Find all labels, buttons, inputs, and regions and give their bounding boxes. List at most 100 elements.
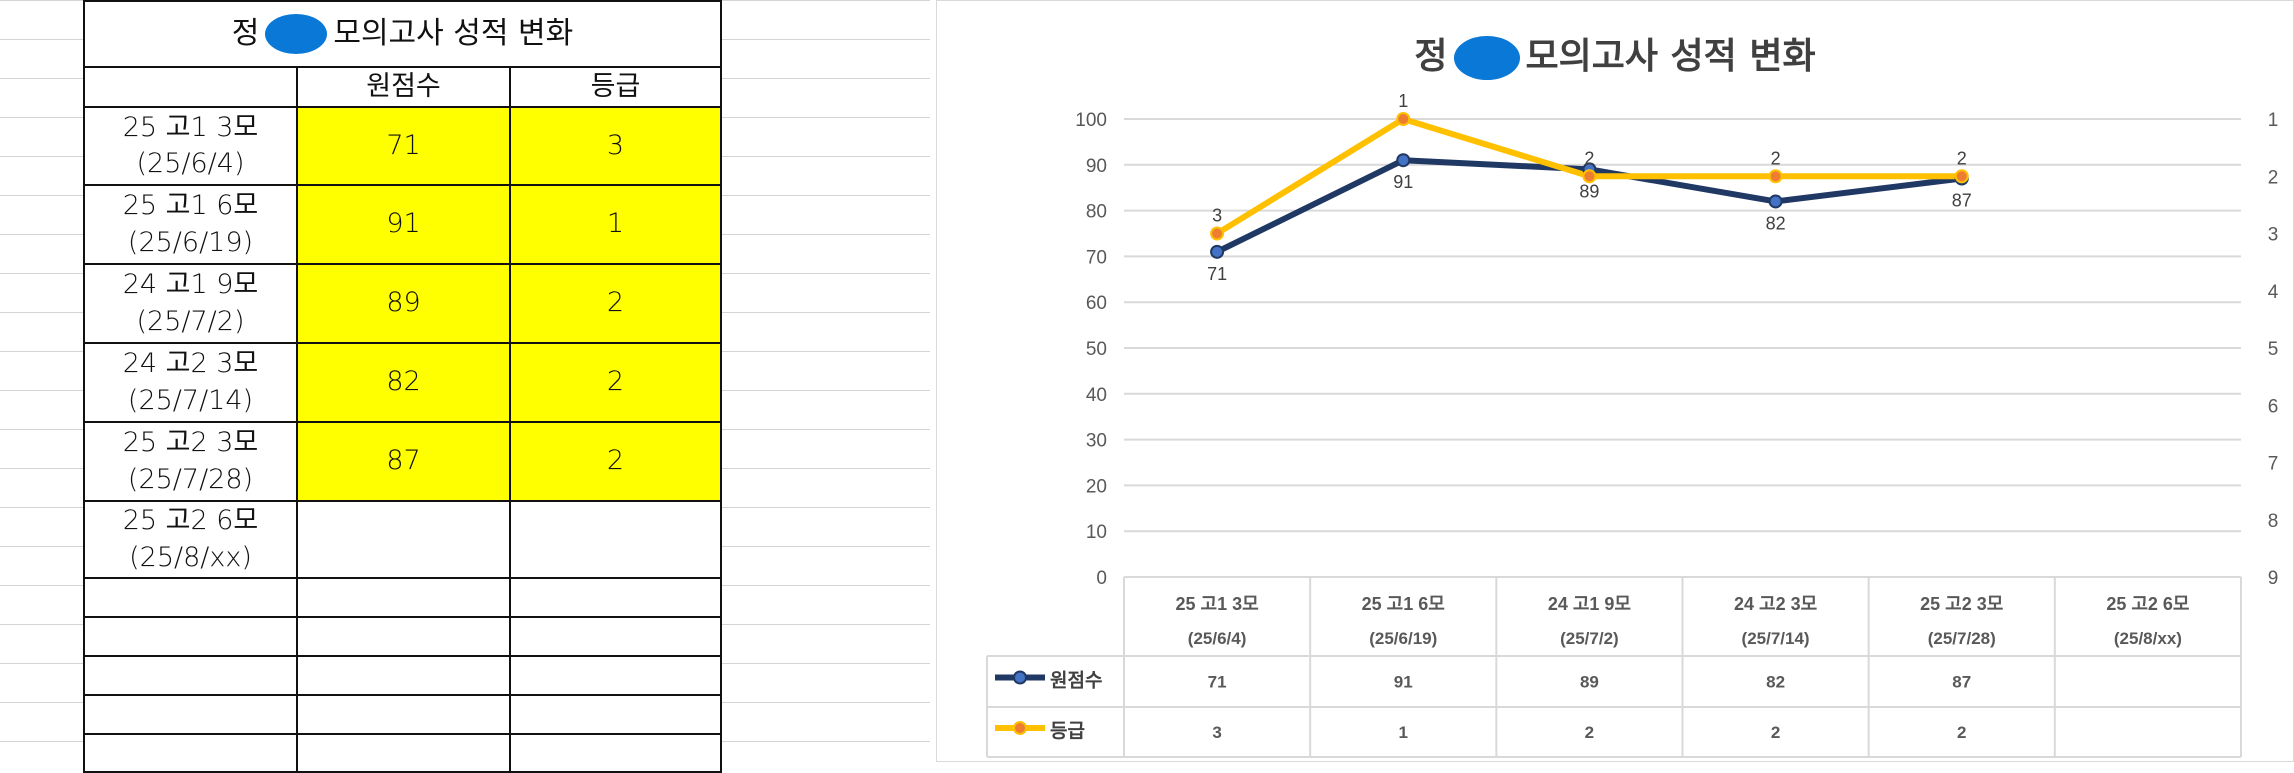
grade-cell[interactable] [509,500,722,579]
exam-cell[interactable]: 24 고2 3모 (25/7/14) [83,342,298,423]
data-point [1210,244,1225,259]
score-cell[interactable]: 71 [296,106,511,186]
score-cell[interactable] [296,500,511,579]
data-point [1582,169,1597,184]
data-point [1396,112,1411,126]
exam-cell[interactable]: 25 고1 3모 (25/6/4) [83,106,298,186]
data-label: 82 [1766,213,1786,233]
empty-cell[interactable] [83,655,298,696]
score-cell[interactable]: 82 [296,342,511,423]
table-row: 25 고2 3모 (25/7/28) 87 2 [83,421,722,502]
empty-cell[interactable] [83,733,298,773]
y2-tick-label: 8 [2268,511,2279,532]
y2-tick-label: 9 [2268,568,2279,589]
header-grade[interactable]: 등급 [509,66,722,108]
data-table-value: 91 [1394,673,1413,692]
y-tick-label: 100 [1075,110,1107,131]
header-cell[interactable] [83,66,298,108]
empty-cell[interactable] [296,655,511,696]
empty-cell[interactable] [296,694,511,735]
chart-panel[interactable]: 정 모의고사 성적 변화 0 10 20 30 40 50 60 70 80 90 100 1 2 3 4 5 6… [936,0,2294,762]
y-tick-label: 20 [1086,476,1107,497]
empty-cell[interactable] [509,694,722,735]
empty-row [83,655,722,696]
y-tick-label: 90 [1086,156,1107,177]
empty-cell[interactable] [83,616,298,657]
table-title[interactable]: 정 모의고사 성적 변화 [83,0,722,68]
header-score[interactable]: 원점수 [296,66,511,108]
data-table-value: 2 [1585,723,1594,742]
data-label: 89 [1579,181,1599,201]
data-label: 91 [1393,172,1413,192]
score-cell[interactable]: 91 [296,184,511,265]
grade-cell[interactable]: 2 [509,342,722,423]
empty-cell[interactable] [296,733,511,773]
data-label: 3 [1212,206,1222,226]
category-label: 24 고1 9모 [1548,594,1631,614]
title-prefix: 정 [231,15,260,51]
category-date-label: (25/7/28) [1928,629,1996,648]
empty-cell[interactable] [509,577,722,618]
data-point [1396,153,1411,168]
y-tick-label: 50 [1086,339,1107,360]
grade-cell[interactable]: 1 [509,184,722,265]
exam-cell[interactable]: 25 고1 6모 (25/6/19) [83,184,298,265]
data-label: 87 [1952,191,1972,211]
score-table: 정 모의고사 성적 변화 원점수 등급 25 고1 3모 (25/6/4) 71 3 25 … [83,0,722,773]
data-table-value: 87 [1952,673,1971,692]
data-table-value: 71 [1208,673,1227,692]
empty-cell[interactable] [509,655,722,696]
score-cell[interactable]: 87 [296,421,511,502]
data-table-value: 89 [1580,673,1599,692]
y-tick-label: 80 [1086,202,1107,223]
category-date-label: (25/8/xx) [2114,629,2182,648]
y-tick-label: 10 [1086,522,1107,543]
empty-cell[interactable] [509,616,722,657]
legend-label: 원점수 [1050,670,1102,692]
grade-cell[interactable]: 2 [509,421,722,502]
category-label: 25 고1 6모 [1362,594,1445,614]
grade-cell[interactable]: 3 [509,106,722,186]
table-row: 25 고2 6모 (25/8/xx) [83,500,722,579]
empty-cell[interactable] [83,577,298,618]
data-table-value: 2 [1957,723,1966,742]
category-label: 24 고2 3모 [1734,594,1817,614]
category-label: 25 고1 3모 [1175,594,1258,614]
empty-row [83,733,722,773]
data-label: 2 [1771,148,1781,168]
empty-cell[interactable] [83,694,298,735]
table-row: 24 고2 3모 (25/7/14) 82 2 [83,342,722,423]
legend-marker [1013,670,1027,685]
empty-cell[interactable] [296,577,511,618]
table-row: 25 고1 3모 (25/6/4) 71 3 [83,106,722,186]
y-tick-label: 60 [1086,293,1107,314]
empty-cell[interactable] [509,733,722,773]
category-date-label: (25/7/2) [1560,629,1619,648]
exam-cell[interactable]: 25 고2 3모 (25/7/28) [83,421,298,502]
legend-marker [1013,721,1027,735]
data-point [1210,226,1225,241]
title-suffix: 모의고사 성적 변화 [333,15,574,51]
grade-cell[interactable]: 2 [509,263,722,344]
empty-row [83,616,722,657]
exam-cell[interactable]: 24 고1 9모 (25/7/2) [83,263,298,344]
data-label: 2 [1957,148,1967,168]
data-point [1768,194,1783,209]
data-table-value: 3 [1212,723,1221,742]
data-table-value: 2 [1771,723,1780,742]
data-label: 1 [1398,91,1408,111]
exam-cell[interactable]: 25 고2 6모 (25/8/xx) [83,500,298,579]
y2-tick-label: 1 [2268,110,2279,131]
data-point [1768,169,1783,184]
table-row: 24 고1 9모 (25/7/2) 89 2 [83,263,722,344]
y2-tick-label: 6 [2268,396,2279,417]
score-cell[interactable]: 89 [296,263,511,344]
y2-tick-label: 7 [2268,454,2279,475]
table-row: 25 고1 6모 (25/6/19) 91 1 [83,184,722,265]
empty-cell[interactable] [296,616,511,657]
y-tick-label: 70 [1086,247,1107,268]
y2-tick-label: 2 [2268,167,2279,188]
data-label: 71 [1207,264,1227,284]
y2-tick-label: 5 [2268,339,2279,360]
y-tick-label: 0 [1096,568,1107,589]
